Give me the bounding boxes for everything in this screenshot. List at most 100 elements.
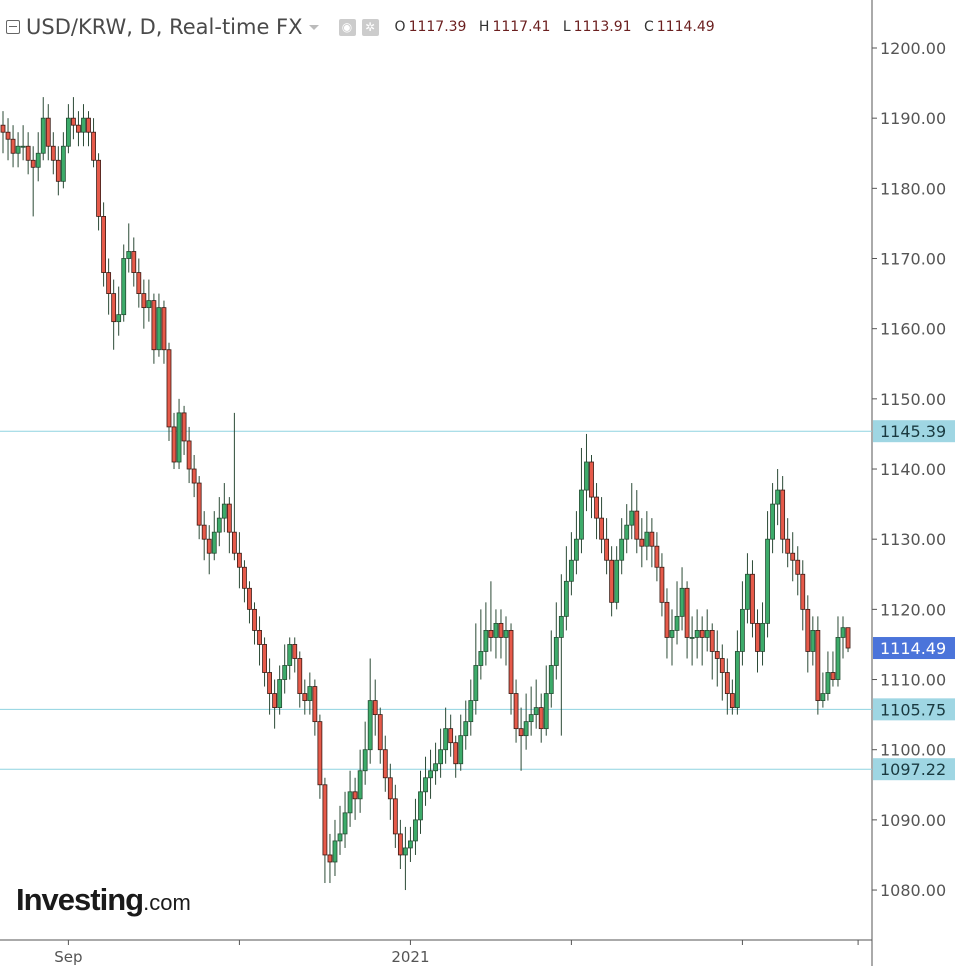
candle-up bbox=[584, 461, 589, 491]
candle-down bbox=[397, 833, 403, 856]
candle-down bbox=[845, 627, 851, 649]
candle-down bbox=[453, 742, 459, 765]
open-label: O bbox=[394, 19, 406, 35]
candle-down bbox=[724, 672, 730, 694]
caret-down-icon[interactable] bbox=[308, 24, 319, 30]
candle-down bbox=[312, 686, 318, 723]
candle-up bbox=[775, 489, 781, 505]
candle-up bbox=[332, 840, 338, 863]
candle-up bbox=[624, 524, 630, 540]
candle-up bbox=[116, 314, 122, 323]
candle-up bbox=[629, 510, 635, 526]
candle-up bbox=[443, 728, 449, 751]
candle-up bbox=[347, 791, 353, 814]
candle-down bbox=[96, 159, 101, 217]
eye-icon[interactable]: ◉ bbox=[338, 18, 356, 36]
candle-down bbox=[594, 496, 599, 519]
candle-down bbox=[196, 482, 202, 526]
candle-down bbox=[322, 784, 328, 856]
symbol-title[interactable]: USD/KRW, D, Real-time FX bbox=[26, 15, 303, 39]
candle-up bbox=[126, 251, 132, 259]
candle-up bbox=[35, 152, 41, 168]
candle-up bbox=[694, 630, 700, 638]
candle-down bbox=[106, 272, 112, 294]
candle-down bbox=[267, 672, 272, 694]
candle-down bbox=[382, 749, 388, 779]
candle-up bbox=[216, 517, 222, 533]
x-tick-label: Sep bbox=[54, 948, 82, 966]
candle-up bbox=[307, 686, 313, 701]
candle-down bbox=[141, 293, 147, 309]
candle-up bbox=[503, 630, 509, 638]
candle-up bbox=[704, 630, 710, 638]
gear-icon[interactable]: ✲ bbox=[361, 18, 379, 36]
candle-up bbox=[770, 503, 775, 540]
close-value: 1114.49 bbox=[656, 19, 715, 35]
last-price-label: 1114.49 bbox=[880, 639, 946, 658]
close-label: C bbox=[643, 19, 654, 35]
candle-down bbox=[302, 693, 308, 701]
collapse-icon[interactable] bbox=[6, 20, 20, 34]
candle-down bbox=[25, 145, 31, 161]
candle-up bbox=[563, 580, 569, 617]
candle-down bbox=[790, 552, 796, 561]
candle-up bbox=[533, 707, 539, 716]
candle-up bbox=[574, 538, 579, 561]
candle-down bbox=[237, 552, 242, 568]
candle-up bbox=[553, 637, 559, 666]
candle-down bbox=[171, 426, 177, 463]
candle-down bbox=[589, 461, 594, 498]
candle-down bbox=[86, 117, 91, 133]
candle-up bbox=[523, 721, 529, 737]
candle-down bbox=[297, 658, 303, 694]
candle-up bbox=[740, 608, 745, 652]
candle-up bbox=[211, 531, 217, 554]
candle-down bbox=[0, 124, 6, 133]
candle-down bbox=[262, 644, 267, 673]
candle-up bbox=[543, 693, 549, 730]
candle-down bbox=[10, 138, 16, 154]
candle-up bbox=[579, 489, 584, 540]
candle-up bbox=[745, 573, 750, 610]
candle-down bbox=[201, 524, 207, 540]
candle-up bbox=[734, 651, 740, 708]
y-tick-label: 1120.00 bbox=[880, 600, 946, 619]
candle-down bbox=[292, 644, 298, 659]
candle-down bbox=[664, 601, 670, 638]
candle-down bbox=[30, 159, 36, 168]
candle-down bbox=[659, 566, 665, 603]
candle-down bbox=[508, 630, 514, 694]
candle-down bbox=[136, 272, 142, 294]
y-tick-label: 1150.00 bbox=[880, 390, 946, 409]
candle-up bbox=[121, 258, 127, 316]
candle-up bbox=[825, 672, 831, 694]
candle-up bbox=[528, 714, 534, 723]
y-tick-label: 1140.00 bbox=[880, 460, 946, 479]
candle-up bbox=[478, 651, 484, 666]
candle-down bbox=[131, 251, 137, 273]
candle-down bbox=[327, 854, 333, 863]
candle-down bbox=[352, 791, 358, 800]
candle-up bbox=[689, 637, 695, 639]
candle-up bbox=[463, 721, 469, 737]
candle-up bbox=[840, 627, 846, 638]
candle-up bbox=[433, 763, 438, 772]
candle-down bbox=[699, 630, 705, 638]
candle-down bbox=[166, 349, 172, 428]
candle-up bbox=[438, 749, 444, 765]
candle-up bbox=[15, 145, 21, 154]
candle-up bbox=[568, 559, 574, 582]
candle-up bbox=[81, 117, 86, 133]
candle-down bbox=[513, 693, 519, 730]
candle-down bbox=[387, 777, 393, 800]
y-tick-label: 1160.00 bbox=[880, 320, 946, 339]
candle-up bbox=[614, 559, 620, 603]
candle-down bbox=[498, 622, 504, 638]
candle-up bbox=[810, 630, 816, 652]
candle-up bbox=[60, 145, 66, 182]
candle-up bbox=[644, 531, 650, 547]
candle-up bbox=[765, 538, 770, 624]
candle-down bbox=[719, 658, 725, 673]
